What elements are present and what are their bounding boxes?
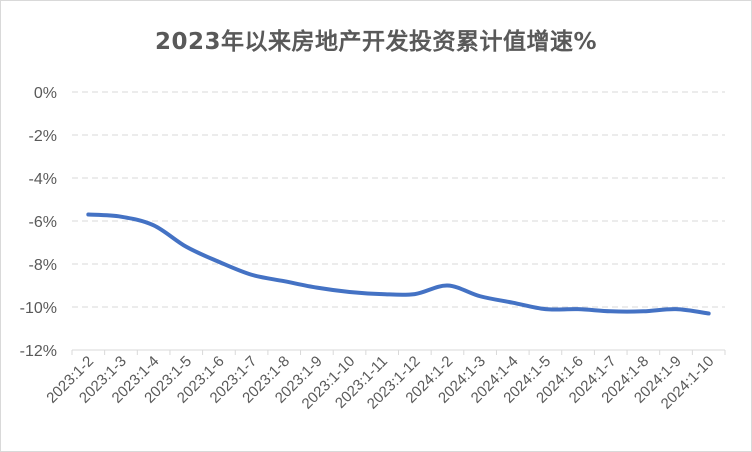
- y-tick-label: -6%: [29, 214, 57, 231]
- y-tick-label: -12%: [20, 343, 57, 360]
- y-tick-label: -4%: [29, 171, 57, 188]
- series-layer: [86, 212, 711, 316]
- y-tick-label: -2%: [29, 128, 57, 145]
- x-axis-ticks: 2023:1-22023:1-32023:1-42023:1-52023:1-6…: [43, 353, 717, 413]
- y-tick-label: -8%: [29, 257, 57, 274]
- y-tick-label: 0%: [34, 85, 57, 102]
- y-tick-label: -10%: [20, 300, 57, 317]
- x-axis: [71, 349, 726, 355]
- chart-title: 2023年以来房地产开发投资累计值增速%: [154, 29, 598, 55]
- series-line: [86, 212, 711, 316]
- y-axis-ticks: 0% -2% -4% -6% -8% -10% -12%: [20, 85, 57, 360]
- gridlines: [72, 91, 725, 308]
